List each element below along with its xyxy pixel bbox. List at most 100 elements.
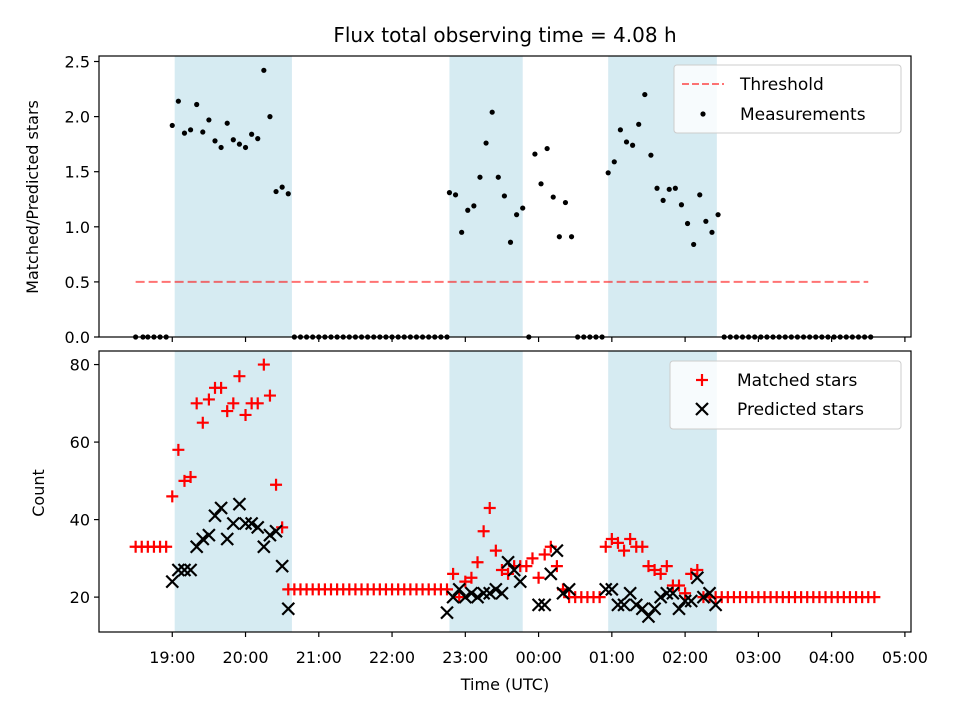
matched-star-point <box>270 478 283 491</box>
predicted-star-point <box>629 598 644 612</box>
predicted-star-point <box>617 598 631 612</box>
predicted-star-point <box>702 586 717 601</box>
bottom-y-tick-label: 20 <box>70 588 90 607</box>
measurement-point <box>636 121 642 127</box>
matched-star-point <box>196 416 209 429</box>
predicted-star-point <box>250 520 265 535</box>
measurement-point <box>654 185 660 191</box>
matched-star-point <box>483 501 496 514</box>
predicted-star-point <box>238 516 253 531</box>
matched-star-point <box>160 540 173 553</box>
predicted-star-point <box>544 567 558 581</box>
predicted-star-point <box>183 563 198 577</box>
predicted-star-point <box>562 582 576 597</box>
x-tick-label: 02:00 <box>662 648 708 667</box>
measurements-series <box>133 67 874 340</box>
measurement-point <box>507 239 514 245</box>
predicted-star-point <box>165 574 180 589</box>
bottom-axes-frame <box>98 350 912 633</box>
predicted-star-point <box>605 582 619 597</box>
predicted-star-point <box>678 594 692 608</box>
top-y-axis-ticks: 0.0 0.5 1.0 1.5 2.0 2.5 <box>65 53 99 347</box>
predicted-star-point <box>244 516 259 531</box>
matched-star-point <box>648 563 661 576</box>
predicted-star-point <box>660 586 674 601</box>
matched-star-point <box>685 567 698 580</box>
bottom-panel: 20 40 60 80 19:00 20:00 21:00 22:00 23:00 00:00 0… <box>29 350 928 694</box>
matched-star-point <box>673 579 685 592</box>
measurement-point <box>224 120 230 126</box>
top-axes-frame <box>98 55 912 338</box>
measurement-point <box>236 141 243 147</box>
matched-star-point <box>679 587 692 600</box>
measurement-point <box>697 192 703 198</box>
matched-star-point <box>172 443 185 456</box>
matched-star-point <box>257 358 270 371</box>
measurement-point <box>611 159 617 165</box>
top-shaded-interval <box>174 56 292 337</box>
matched-star-point <box>477 525 490 538</box>
top-y-axis-label: Matched/Predicted stars <box>23 100 42 294</box>
matched-star-point <box>520 560 533 573</box>
measurement-point <box>501 193 507 199</box>
bottom-shaded-interval <box>449 351 523 632</box>
predicted-star-point <box>684 594 698 608</box>
measurement-point <box>495 174 501 180</box>
predicted-star-point <box>641 609 656 624</box>
measurement-point <box>514 212 520 218</box>
matched-star-point <box>465 571 478 584</box>
matched-star-point <box>526 552 539 565</box>
chart-title: Flux total observing time = 4.08 h <box>333 23 676 47</box>
predicted-star-point <box>269 524 283 539</box>
matched-star-point <box>550 560 563 573</box>
bottom-legend-box <box>669 360 902 430</box>
measurement-point <box>489 109 495 115</box>
predicted-star-point <box>635 601 650 616</box>
x-axis-label: Time (UTC) <box>460 675 549 694</box>
predicted-star-point <box>690 570 705 585</box>
matched-star-point <box>538 548 551 561</box>
x-tick-label: 19:00 <box>149 648 195 667</box>
measurement-point <box>471 203 477 209</box>
measurement-point <box>538 181 544 187</box>
measurement-point <box>249 131 255 137</box>
predicted-star-point <box>507 563 521 577</box>
matched-star-point <box>691 563 704 576</box>
matched-stars-series <box>129 358 881 604</box>
measurement-point <box>703 218 709 224</box>
predicted-star-point <box>446 590 460 604</box>
matched-star-point <box>447 567 460 580</box>
measurement-point <box>623 139 630 145</box>
matched-star-point <box>495 563 508 576</box>
matched-star-point <box>202 393 215 406</box>
matched-stars-legend-label: Matched stars <box>737 371 857 391</box>
measurement-point <box>261 67 267 73</box>
predicted-star-point <box>458 590 473 604</box>
bottom-y-tick-label: 80 <box>70 356 90 375</box>
predicted-star-point <box>189 539 204 554</box>
matched-star-point <box>544 540 557 553</box>
measurement-point <box>672 185 678 191</box>
measurement-point <box>684 220 691 227</box>
bottom-legend: Matched stars Predicted stars <box>669 360 902 430</box>
predicted-star-point <box>647 601 662 616</box>
top-shaded-interval <box>449 56 523 337</box>
measurement-point <box>465 207 471 213</box>
top-y-tick-label: 1.0 <box>65 218 90 237</box>
measurement-point <box>279 184 285 190</box>
matched-star-point <box>624 532 637 545</box>
measurement-point <box>556 234 562 240</box>
predicted-star-point <box>281 601 296 616</box>
measurement-point <box>660 197 666 203</box>
measurement-point <box>562 199 569 206</box>
measurements-legend-label: Measurements <box>740 105 866 125</box>
predicted-star-point <box>220 532 234 546</box>
matched-star-point <box>459 575 472 588</box>
bottom-y-tick-label: 40 <box>70 511 90 530</box>
predicted-star-point <box>440 605 454 620</box>
measurement-point <box>630 142 636 148</box>
predicted-star-point <box>623 586 637 601</box>
measurement-point <box>285 191 291 197</box>
x-tick-label: 22:00 <box>369 648 415 667</box>
predicted-star-point <box>653 590 668 604</box>
